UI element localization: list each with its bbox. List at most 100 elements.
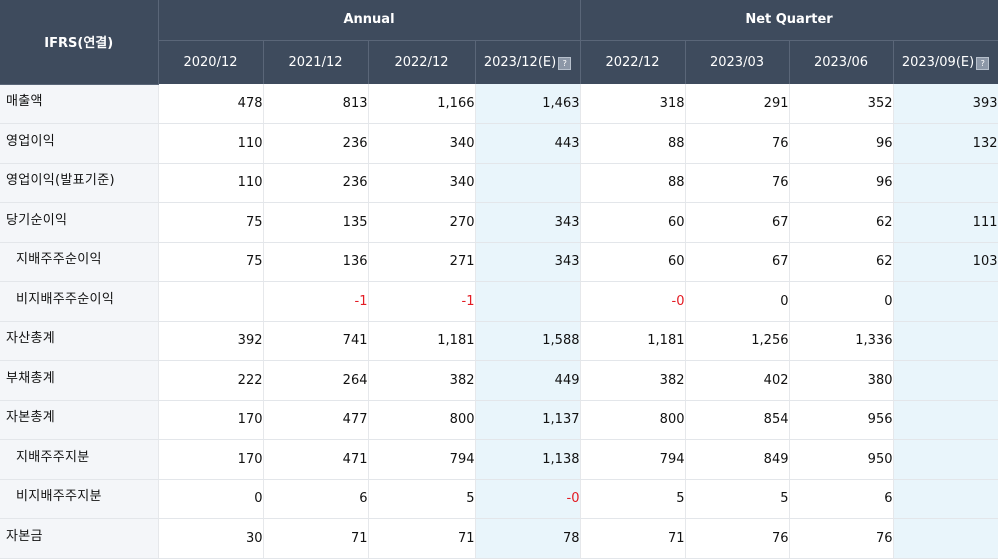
table-row: 지배주주순이익 75 136 271 343 60 67 62 103	[0, 242, 998, 282]
row-label: 지배주주순이익	[0, 242, 159, 282]
column-header: 2023/03	[685, 40, 790, 84]
table-cell: 794	[580, 439, 686, 480]
table-cell: 78	[475, 518, 581, 559]
table-cell	[893, 439, 998, 480]
table-cell: 392	[158, 321, 264, 361]
table-cell: 477	[263, 400, 369, 440]
table-cell: 402	[685, 360, 790, 401]
table-cell	[475, 281, 581, 322]
table-cell: -0	[475, 479, 581, 519]
row-label: 부채총계	[0, 360, 159, 401]
table-row: 당기순이익 75 135 270 343 60 67 62 111	[0, 202, 998, 243]
table-row: 비지배주주순이익 -1 -1 -0 0 0	[0, 281, 998, 322]
table-cell: 800	[368, 400, 476, 440]
table-cell: 1,138	[475, 439, 581, 480]
column-header: 2020/12	[158, 40, 264, 84]
table-cell: 236	[263, 163, 369, 203]
table-cell: 76	[685, 518, 790, 559]
table-cell	[893, 400, 998, 440]
table-cell: 67	[685, 202, 790, 243]
table-cell: 170	[158, 400, 264, 440]
table-row: 영업이익(발표기준) 110 236 340 88 76 96	[0, 163, 998, 203]
estimate-info-icon[interactable]: ?	[976, 56, 990, 70]
row-label: 비지배주주지분	[0, 479, 159, 519]
row-label: 비지배주주순이익	[0, 281, 159, 322]
table-cell: 340	[368, 163, 476, 203]
table-cell: 75	[158, 242, 264, 282]
table-cell: 222	[158, 360, 264, 401]
table-cell: 5	[368, 479, 476, 519]
header-period-row: 2020/12 2021/12 2022/12 2023/12(E)? 2022/12 2…	[0, 40, 998, 84]
table-cell: 71	[368, 518, 476, 559]
table-cell	[893, 321, 998, 361]
group-net-quarter[interactable]: Net Quarter	[580, 0, 998, 41]
table-cell	[893, 518, 998, 559]
table-cell: 382	[580, 360, 686, 401]
table-cell	[893, 281, 998, 322]
table-cell: 135	[263, 202, 369, 243]
table-cell: 88	[580, 163, 686, 203]
table-cell: 170	[158, 439, 264, 480]
table-cell: 76	[789, 518, 894, 559]
table-row: 자본총계 170 477 800 1,137 800 854 956	[0, 400, 998, 440]
table-cell: 5	[580, 479, 686, 519]
table-cell: 76	[685, 123, 790, 164]
table-cell: 103	[893, 242, 998, 282]
table-row: 영업이익 110 236 340 443 88 76 96 132	[0, 123, 998, 164]
column-header: 2022/12	[580, 40, 686, 84]
table-cell: 67	[685, 242, 790, 282]
table-cell: 96	[789, 163, 894, 203]
table-cell: 1,181	[368, 321, 476, 361]
table-cell: 380	[789, 360, 894, 401]
table-row: 자본금 30 71 71 78 71 76 76	[0, 518, 998, 559]
column-header-label: 2023/06	[813, 54, 868, 70]
table-cell: 75	[158, 202, 264, 243]
estimate-info-icon[interactable]: ?	[558, 56, 572, 70]
column-header-label: 2022/12	[394, 54, 449, 70]
table-cell: 813	[263, 84, 369, 124]
table-cell: 1,166	[368, 84, 476, 124]
table-cell: 291	[685, 84, 790, 124]
column-header: 2021/12	[263, 40, 369, 84]
table-cell: 110	[158, 123, 264, 164]
table-cell: 1,181	[580, 321, 686, 361]
table-cell: 1,463	[475, 84, 581, 124]
row-label: 매출액	[0, 84, 159, 124]
column-header-label: 2021/12	[288, 54, 343, 70]
table-cell: 62	[789, 242, 894, 282]
table-cell: 76	[685, 163, 790, 203]
table-cell: 71	[263, 518, 369, 559]
table-row: 부채총계 222 264 382 449 382 402 380	[0, 360, 998, 401]
table-cell: 393	[893, 84, 998, 124]
table-cell: 343	[475, 242, 581, 282]
table-cell: 0	[685, 281, 790, 322]
table-cell: 471	[263, 439, 369, 480]
table-cell: 478	[158, 84, 264, 124]
table-body: 매출액 478 813 1,166 1,463 318 291 352 393 영업이익 110 23…	[0, 84, 998, 559]
table-cell: 110	[158, 163, 264, 203]
table-cell: 136	[263, 242, 369, 282]
table-cell: 6	[789, 479, 894, 519]
table-cell: 318	[580, 84, 686, 124]
table-cell	[893, 479, 998, 519]
table-cell: 6	[263, 479, 369, 519]
corner-label: IFRS(연결)	[0, 0, 159, 85]
row-label: 영업이익(발표기준)	[0, 163, 159, 203]
table-cell: 854	[685, 400, 790, 440]
table-cell: 1,588	[475, 321, 581, 361]
table-cell: 132	[893, 123, 998, 164]
table-cell: 0	[789, 281, 894, 322]
table-cell: 236	[263, 123, 369, 164]
column-header-label: 2022/12	[605, 54, 660, 70]
group-annual[interactable]: Annual	[158, 0, 581, 41]
table-cell: 449	[475, 360, 581, 401]
table-cell: 270	[368, 202, 476, 243]
table-cell: 950	[789, 439, 894, 480]
row-label: 자산총계	[0, 321, 159, 361]
column-header-label: 2020/12	[183, 54, 238, 70]
header-group-row: IFRS(연결) Annual Net Quarter	[0, 0, 998, 85]
table-row: 지배주주지분 170 471 794 1,138 794 849 950	[0, 439, 998, 480]
table-cell: 1,336	[789, 321, 894, 361]
table-row: 매출액 478 813 1,166 1,463 318 291 352 393	[0, 84, 998, 124]
